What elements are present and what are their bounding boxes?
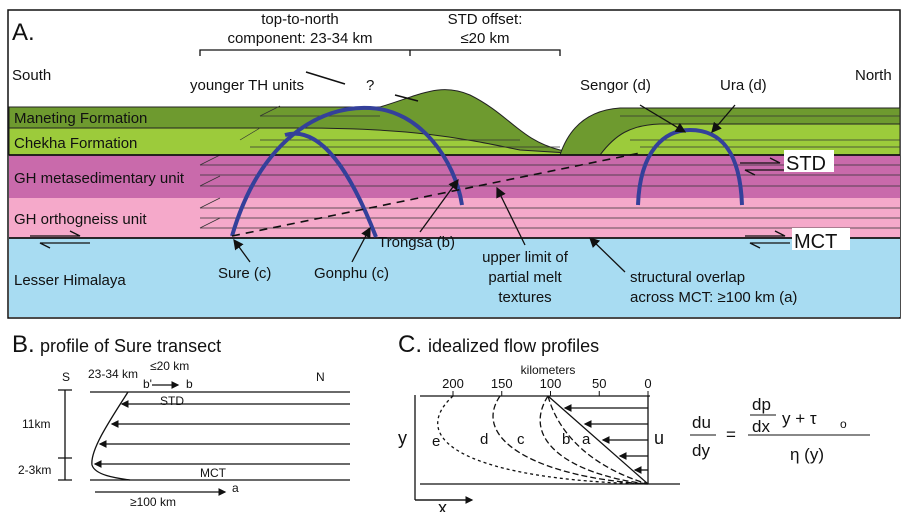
annotation: ≤20 km <box>460 30 509 47</box>
flow-arrows <box>95 404 350 464</box>
panel-label: B. <box>12 331 35 358</box>
eq-term: dy <box>692 441 710 460</box>
tick-label: 100 <box>540 376 562 391</box>
curve-label: a <box>582 431 591 448</box>
eq-term: y + τ <box>782 409 817 428</box>
panel-c: C. idealized flow profiles kilometers y … <box>398 331 870 512</box>
layer-label: Lesser Himalaya <box>14 272 126 289</box>
thickness-bar <box>58 390 72 480</box>
layer-label: Chekha Formation <box>14 135 137 152</box>
layer-label: GH orthogneiss unit <box>14 211 147 228</box>
panel-label: A. <box>12 19 35 46</box>
label: 23-34 km <box>88 367 138 381</box>
figure: A. South North top-to-north component: 2… <box>0 0 902 512</box>
label: 11km <box>22 417 50 431</box>
annotation: component: 23-34 km <box>227 30 372 47</box>
eq-term: dp <box>752 395 771 414</box>
tick-label: 50 <box>592 376 606 391</box>
label: ≥100 km <box>130 495 176 509</box>
curve-label: c <box>517 431 525 448</box>
north: North <box>855 67 892 84</box>
eq-term: η (y) <box>790 445 824 464</box>
tick-label: 150 <box>491 376 513 391</box>
panel-title: idealized flow profiles <box>428 336 599 356</box>
annotation: textures <box>498 289 551 306</box>
label: MCT <box>200 466 227 480</box>
label: u <box>654 428 664 448</box>
fault-label: STD <box>786 153 826 175</box>
tick-label: 200 <box>442 376 464 391</box>
label: ≤20 km <box>150 359 189 373</box>
equation: du dy = dp dx y + τ o η (y) <box>690 395 870 464</box>
axis-label: y <box>398 428 407 448</box>
annotation: STD offset: <box>448 11 523 28</box>
annotation: upper limit of <box>482 249 569 266</box>
chekha-right <box>600 124 900 155</box>
south: South <box>12 67 51 84</box>
curve-label: d <box>480 431 488 448</box>
annotation: ? <box>366 77 374 94</box>
annotation: partial melt <box>488 269 562 286</box>
eq-term: du <box>692 413 711 432</box>
label: STD <box>160 394 184 408</box>
panel-b: B. profile of Sure transect S N 23-34 km… <box>12 331 350 509</box>
label: b <box>186 377 193 391</box>
panel-title: profile of Sure transect <box>40 336 221 356</box>
axis-label: x <box>438 498 447 512</box>
equals: = <box>726 425 736 444</box>
velocity-arrows <box>565 408 648 470</box>
annotation: across MCT: ≥100 km (a) <box>630 289 797 306</box>
station-label: Ura (d) <box>720 77 767 94</box>
panel-label: C. <box>398 331 422 358</box>
annotation: structural overlap <box>630 269 745 286</box>
layer-label: Maneting Formation <box>14 110 147 127</box>
layer-label: GH metasedimentary unit <box>14 170 185 187</box>
station-label: Sengor (d) <box>580 77 651 94</box>
label: a <box>232 481 239 495</box>
panel-a: A. South North top-to-north component: 2… <box>8 10 900 318</box>
station-label: Trongsa (b) <box>378 234 455 251</box>
label: b' <box>143 377 152 391</box>
station-label: Sure (c) <box>218 265 271 282</box>
annotation: top-to-north <box>261 11 339 28</box>
annotation: younger TH units <box>190 77 304 94</box>
label: S <box>62 370 70 384</box>
eq-term: dx <box>752 417 770 436</box>
flow-profile <box>92 392 130 480</box>
eq-term: o <box>840 417 847 431</box>
label: 2-3km <box>18 463 51 477</box>
fault-label: MCT <box>794 231 837 253</box>
axis-title: kilometers <box>521 363 576 377</box>
curve-label: e <box>432 433 440 450</box>
station-label: Gonphu (c) <box>314 265 389 282</box>
label: N <box>316 370 325 384</box>
curve-label: b <box>562 431 570 448</box>
tick-label: 0 <box>644 376 651 391</box>
